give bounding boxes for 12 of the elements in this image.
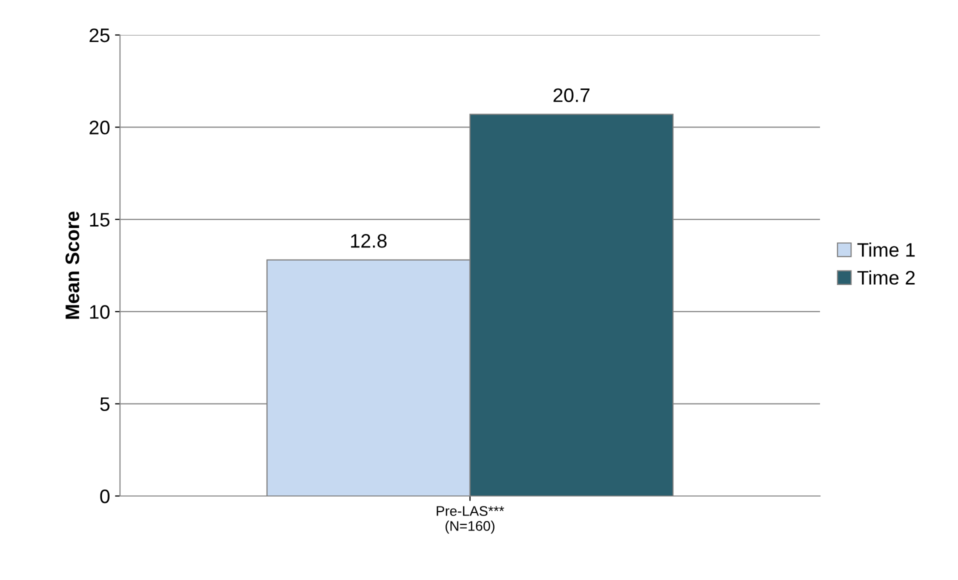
y-tick-label: 5 [100,397,110,412]
y-tick-label: 25 [90,28,110,42]
x-tick-label: Pre-LAS*** (N=160) [436,506,504,534]
y-tick-label: 20 [90,120,110,134]
data-label: 20.7 [554,88,590,102]
legend-label: Time 1 [857,242,915,257]
y-tick-label: 0 [100,489,110,504]
y-axis-title: Mean Score [65,212,80,319]
data-label: 12.8 [351,234,387,248]
legend-label: Time 2 [857,270,915,285]
y-tick-label: 15 [90,213,110,227]
y-tick-label: 10 [90,305,110,319]
